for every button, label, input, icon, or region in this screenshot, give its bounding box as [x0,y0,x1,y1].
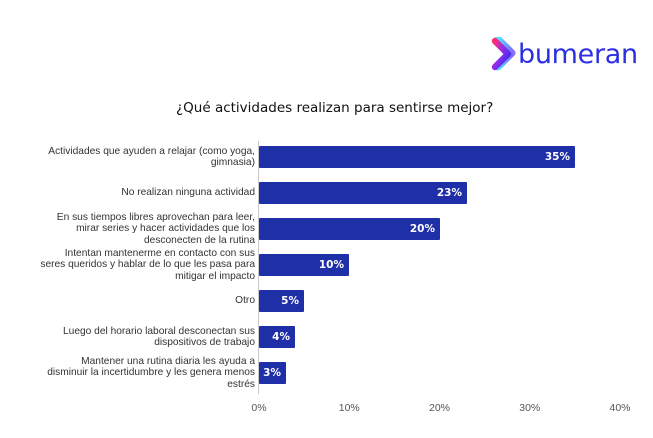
category-label-line: Intentan mantenerme en contacto con sus [64,247,255,259]
bar-value-label: 10% [318,259,344,271]
x-tick-label: 20% [428,402,451,414]
category-label-line: Mantener una rutina diaria les ayuda a [81,355,255,367]
bar: 35% [259,146,575,168]
category-label: No realizan ninguna actividad [15,187,255,199]
logo-wordmark: bumeran [518,38,638,70]
category-label: Actividades que ayuden a relajar (como y… [15,146,255,169]
category-label-line: seres queridos y hablar de lo que les pa… [40,259,255,271]
bar-value-label: 4% [272,331,290,343]
chart-title-text: ¿Qué actividades realizan para sentirse … [176,100,494,116]
bar-value-label: 35% [544,151,570,163]
bar: 20% [259,218,440,240]
bar: 23% [259,182,467,204]
category-label-line: mirar series y hacer actividades que los [76,223,255,235]
chevron-right-gradient-icon [490,35,516,71]
x-tick-label: 0% [251,402,267,414]
category-label: Intentan mantenerme en contacto con sus s… [15,248,255,283]
bar-value-label: 5% [281,295,299,307]
bumeran-logo: bumeran [490,35,638,72]
category-label-line: Otro [235,295,255,307]
x-tick-label: 10% [338,402,360,414]
bar-value-label: 20% [409,223,435,235]
category-label: En sus tiempos libres aprovechan para le… [15,212,255,247]
bar: 5% [259,290,304,312]
bar: 3% [259,362,286,384]
y-axis-line [258,141,259,394]
category-label-line: desconecten de la rutina [143,234,255,246]
bar-value-label: 3% [263,367,281,379]
bar: 4% [259,326,295,348]
bar-value-label: 23% [436,187,462,199]
x-tick-label: 40% [609,402,631,414]
category-label-line: No realizan ninguna actividad [121,187,255,199]
category-label-line: estrés [227,378,255,390]
category-label: Luego del horario laboral desconectan su… [15,326,255,349]
category-label-line: Actividades que ayuden a relajar (como y… [48,145,255,157]
category-label-line: disminuir la incertidumbre y les genera … [47,367,255,379]
bar: 10% [259,254,349,276]
category-label-line: dispositivos de trabajo [154,337,255,348]
category-label-line: gimnasia) [210,157,255,168]
category-label-line: Luego del horario laboral desconectan su… [63,325,255,337]
category-label-line: mitigar el impacto [175,270,255,282]
category-label-line: En sus tiempos libres aprovechan para le… [56,211,255,223]
category-label: Mantener una rutina diaria les ayuda a di… [15,356,255,391]
category-label: Otro [15,295,255,307]
x-tick-label: 30% [519,402,541,414]
